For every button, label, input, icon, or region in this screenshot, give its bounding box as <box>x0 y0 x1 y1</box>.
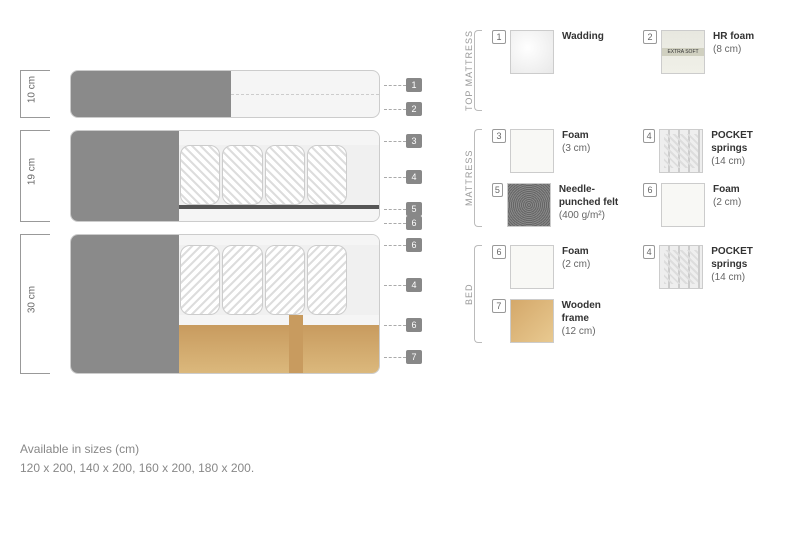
callout-4b: 4 <box>384 278 422 292</box>
callout-6: 6 <box>384 216 422 230</box>
section-label-mattress: MATTRESS <box>460 129 474 227</box>
thumb-wadding <box>510 30 554 74</box>
callout-6b: 6 <box>384 238 422 252</box>
callout-2: 2 <box>384 102 422 116</box>
legend-item: 5 Needle-punched felt(400 g/m²) <box>492 183 629 227</box>
callout-1: 1 <box>384 78 422 92</box>
legend-item: 2 HR foam(8 cm) <box>643 30 780 111</box>
dim-label-mid: 19 cm <box>27 152 38 192</box>
callout-5: 5 <box>384 202 422 216</box>
thumb-pocket <box>659 129 703 173</box>
thumb-pocket <box>659 245 703 289</box>
callout-3: 3 <box>384 134 422 148</box>
layer-mattress <box>70 130 380 222</box>
thumb-foam <box>661 183 705 227</box>
section-bed: BED 6 Foam(2 cm) 4 POCKET springs(14 cm)… <box>460 245 780 343</box>
thumb-hrfoam <box>661 30 705 74</box>
legend-item: 1 Wadding <box>492 30 629 111</box>
thumb-felt <box>507 183 551 227</box>
section-label-top: TOP MATTRESS <box>460 30 474 111</box>
callout-7: 7 <box>384 350 422 364</box>
legend-item: 6 Foam(2 cm) <box>643 183 780 227</box>
callout-4: 4 <box>384 170 422 184</box>
legend-item: 4 POCKET springs(14 cm) <box>643 245 780 289</box>
section-top-mattress: TOP MATTRESS 1 Wadding 2 HR foam(8 cm) <box>460 30 780 111</box>
available-sizes: Available in sizes (cm) 120 x 200, 140 x… <box>20 440 430 478</box>
legend-item: 4 POCKET springs(14 cm) <box>643 129 780 173</box>
legend-item: 7 Wooden frame(12 cm) <box>492 299 629 343</box>
thumb-foam <box>510 129 554 173</box>
sizes-list: 120 x 200, 140 x 200, 160 x 200, 180 x 2… <box>20 459 430 478</box>
layer-bed <box>70 234 380 374</box>
thumb-foam <box>510 245 554 289</box>
section-mattress: MATTRESS 3 Foam(3 cm) 4 POCKET springs(1… <box>460 129 780 227</box>
layer-top-mattress <box>70 70 380 118</box>
thumb-wood <box>510 299 554 343</box>
dim-label-top: 10 cm <box>27 70 38 110</box>
cutaway-diagram: 10 cm 19 cm 30 cm 1 <box>20 30 430 513</box>
legend-panel: TOP MATTRESS 1 Wadding 2 HR foam(8 cm) M… <box>430 30 780 513</box>
section-label-bed: BED <box>460 245 474 343</box>
callout-6c: 6 <box>384 318 422 332</box>
sizes-label: Available in sizes (cm) <box>20 440 430 459</box>
legend-item: 3 Foam(3 cm) <box>492 129 629 173</box>
dim-label-bed: 30 cm <box>27 280 38 320</box>
legend-item: 6 Foam(2 cm) <box>492 245 629 289</box>
